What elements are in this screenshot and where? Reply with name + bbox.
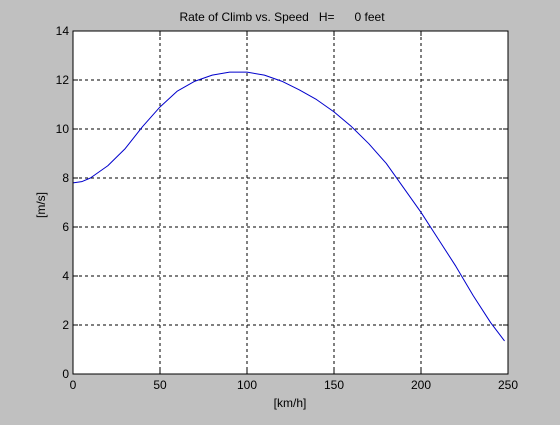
y-tick-label: 10 [56, 122, 70, 136]
y-tick-label: 6 [62, 220, 69, 234]
y-tick-label: 4 [62, 269, 69, 283]
x-tick-label: 100 [237, 378, 257, 392]
plot-area [73, 31, 508, 374]
y-tick-label: 0 [62, 367, 69, 381]
y-tick-label: 12 [56, 73, 70, 87]
grid-lines [73, 31, 508, 374]
x-tick-labels: 0 50 100 150 200 250 [70, 378, 519, 392]
y-tick-labels: 0 2 4 6 8 10 12 14 [56, 24, 70, 381]
plot-frame [72, 30, 509, 375]
chart-title: Rate of Climb vs. Speed H= 0 feet [179, 10, 385, 24]
series-group [72, 71, 505, 342]
x-tick-label: 50 [153, 378, 167, 392]
x-tick-label: 0 [70, 378, 77, 392]
x-tick-label: 150 [324, 378, 344, 392]
y-tick-label: 2 [62, 318, 69, 332]
rate-of-climb-line [72, 71, 505, 342]
axis-ticks [72, 30, 509, 375]
x-axis-label: [km/h] [274, 396, 307, 410]
x-tick-label: 250 [498, 378, 518, 392]
y-tick-label: 8 [62, 171, 69, 185]
y-axis-label: [m/s] [34, 192, 48, 218]
x-tick-label: 200 [411, 378, 431, 392]
y-tick-label: 14 [56, 24, 70, 38]
